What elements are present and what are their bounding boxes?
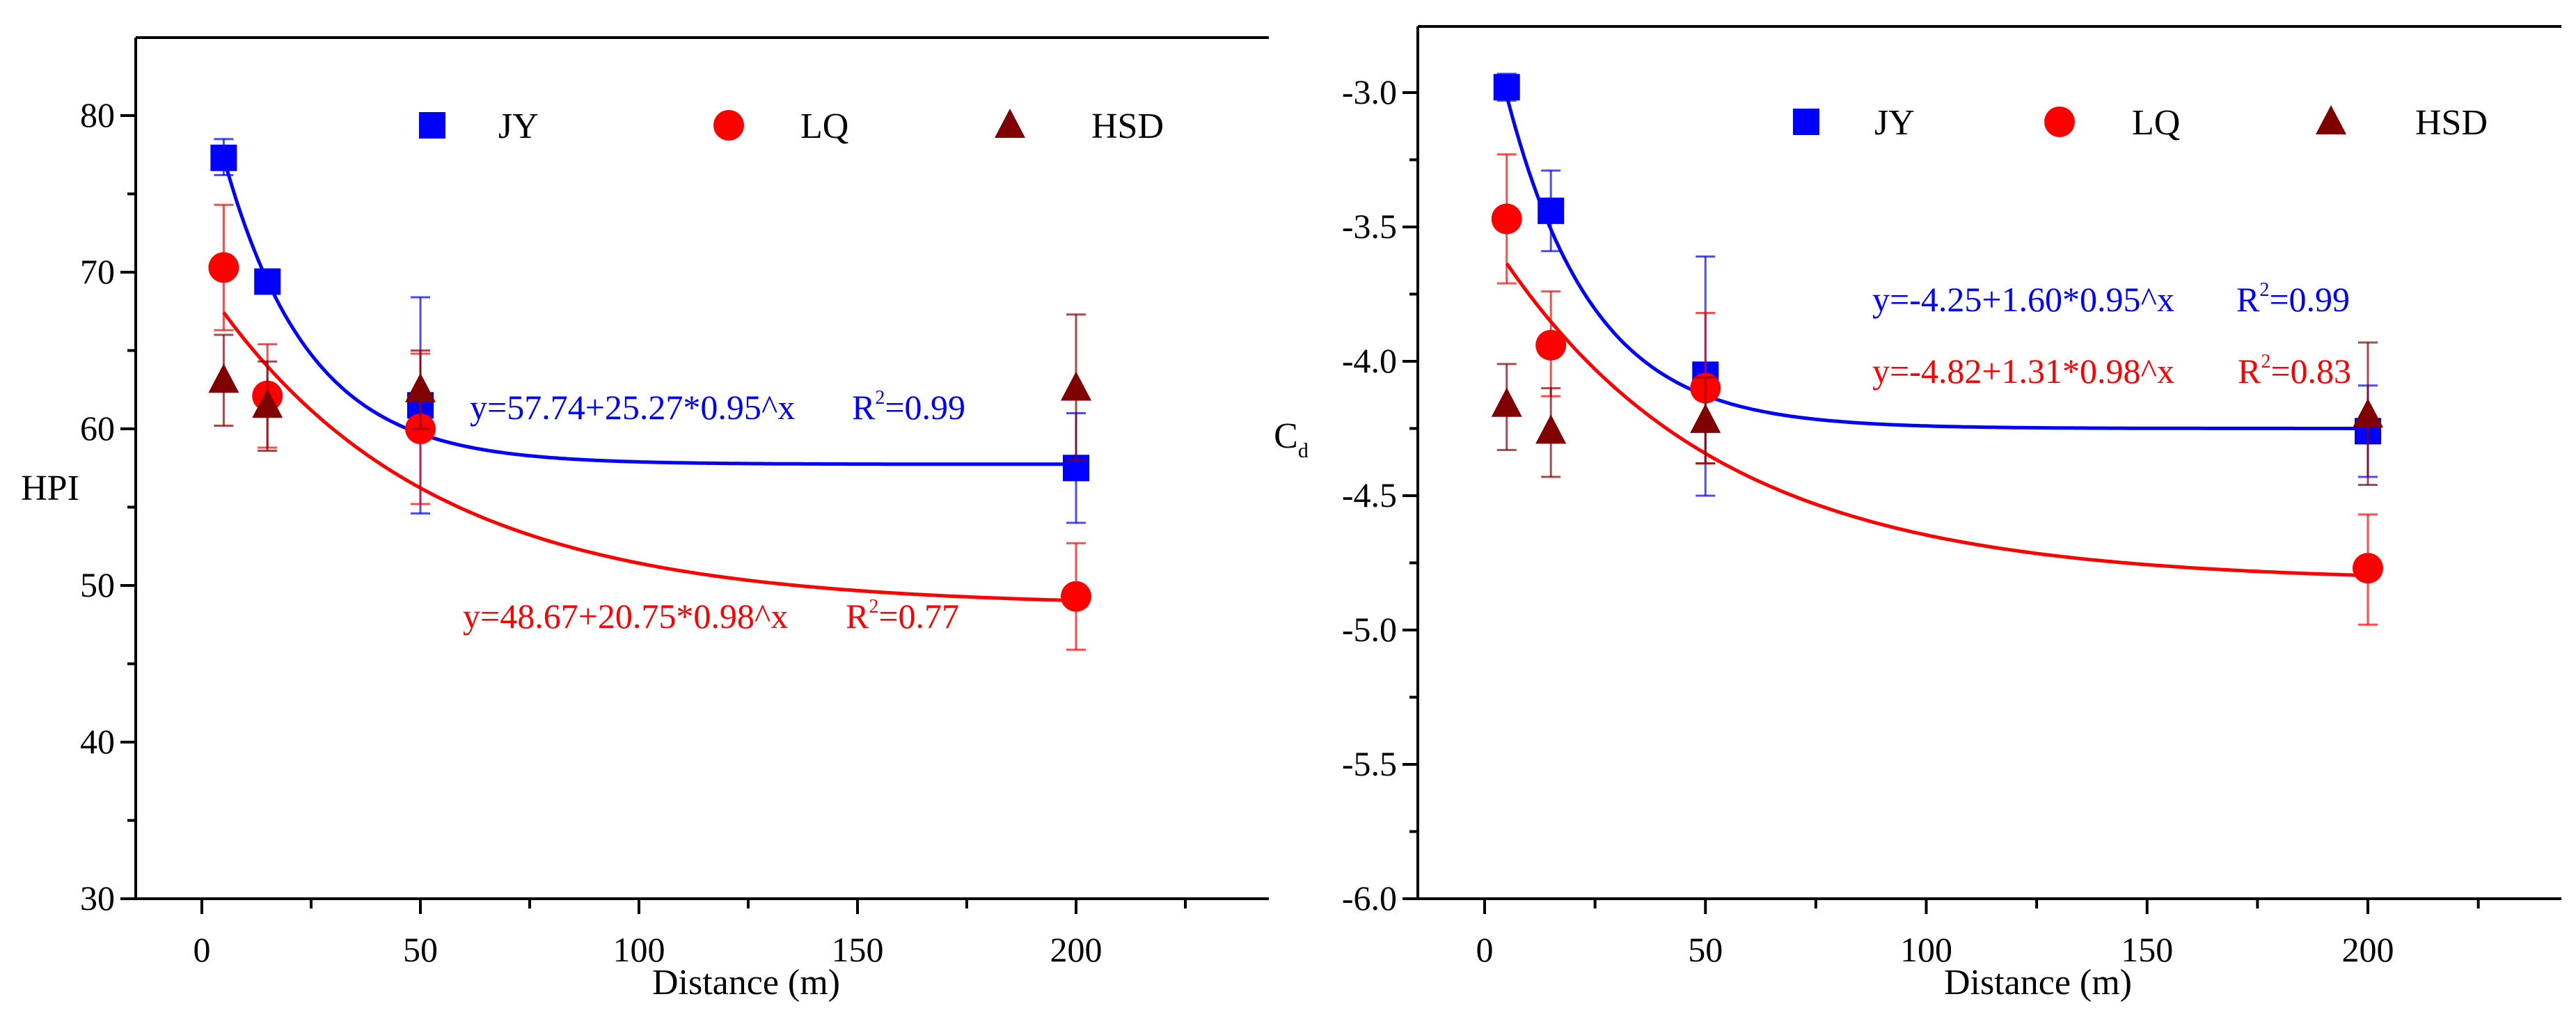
x-tick-label: 200 (1050, 930, 1103, 969)
x-tick-label: 100 (613, 930, 665, 969)
y-tick-label: -5.5 (1342, 744, 1397, 783)
x-tick-label: 150 (2121, 930, 2173, 969)
x-tick-label: 0 (193, 930, 211, 969)
data-point-jy (1538, 197, 1565, 224)
data-point-hsd (405, 372, 436, 402)
r-squared-lq: R2=0.77 (846, 596, 959, 636)
fit-curve-jy (221, 157, 1076, 466)
y-tick-label: -4.5 (1342, 475, 1397, 514)
data-point-lq (2353, 553, 2383, 584)
legend-label: LQ (2132, 103, 2180, 143)
cd-chart-panel: -6.0 -5.5 -5.0 -4.5 -4.0 -3.5 -3.0 0 50 100 150 200… (1274, 25, 2561, 1002)
r-squared-jy: R2=0.99 (2236, 279, 2350, 319)
y-tick-label: 70 (80, 252, 115, 291)
fit-equation-jy: y=57.74+25.27*0.95^x (470, 388, 795, 427)
fit-equation-jy: y=-4.25+1.60*0.95^x (1872, 280, 2174, 319)
r-squared-superscript: 2 (2261, 351, 2270, 372)
y-axis-label: Cd (1274, 416, 1309, 462)
legend-marker-jy (1793, 109, 1819, 135)
y-axis-label-subscript: d (1298, 439, 1309, 462)
data-point-hsd (1535, 414, 1567, 444)
legend-marker-lq (2044, 107, 2075, 137)
x-tick-label: 200 (2342, 930, 2394, 969)
r-squared-superscript: 2 (2259, 279, 2269, 301)
data-point-lq (1491, 203, 1522, 235)
r-squared-value: =0.99 (885, 388, 965, 427)
r-squared-value: =0.77 (878, 597, 959, 636)
y-tick-label: -3.0 (1342, 72, 1397, 111)
r-squared-value: =0.99 (2269, 280, 2350, 319)
data-point-hsd (208, 363, 239, 393)
y-tick-label: 30 (80, 879, 115, 918)
y-tick-label: 50 (80, 565, 115, 604)
x-tick-label: 100 (1900, 930, 1952, 969)
data-point-hsd (252, 388, 283, 418)
hpi-chart-panel: 30 40 50 60 70 80 0 50 100 150 200 Distance (m) HPI J… (21, 36, 1269, 1002)
legend-marker-lq (713, 110, 744, 141)
legend-label: JY (1874, 103, 1915, 143)
data-point-jy (254, 268, 281, 295)
y-tick-label: -5.0 (1342, 610, 1397, 649)
fit-curve-jy (1505, 95, 2368, 430)
legend-label: HSD (2415, 103, 2488, 143)
x-tick-label: 50 (1688, 930, 1723, 969)
legend-label: HSD (1091, 107, 1164, 146)
x-tick-label: 0 (1476, 930, 1494, 969)
legend-item-lq: LQ (713, 107, 848, 146)
fit-equation-lq: y=-4.82+1.31*0.98^x (1872, 352, 2174, 391)
data-point-jy (210, 144, 237, 171)
y-tick-label: -6.0 (1342, 879, 1397, 918)
data-point-lq (1061, 581, 1091, 612)
data-point-lq (208, 252, 239, 283)
r-squared-jy: R2=0.99 (852, 387, 965, 427)
data-point-jy (1493, 74, 1520, 101)
data-point-hsd (1491, 387, 1522, 417)
legend-item-hsd: HSD (2316, 103, 2488, 143)
legend-item-jy: JY (1793, 103, 1915, 143)
x-axis-label: Distance (m) (1944, 963, 2132, 1002)
r-squared-superscript: 2 (875, 387, 885, 409)
r-squared-superscript: 2 (869, 596, 878, 617)
x-tick-label: 150 (832, 930, 884, 969)
x-tick-label: 50 (403, 930, 438, 969)
y-tick-label: -3.5 (1342, 207, 1397, 246)
y-tick-label: 40 (80, 722, 115, 761)
data-point-lq (1535, 329, 1567, 361)
y-tick-label: -4.0 (1342, 341, 1397, 380)
data-point-hsd (2353, 398, 2383, 428)
fit-curve-lq (222, 311, 1077, 603)
legend-marker-hsd (2316, 105, 2346, 134)
x-axis-label: Distance (m) (652, 963, 840, 1002)
legend-item-jy: JY (419, 107, 539, 146)
r-squared-lq: R2=0.83 (2238, 351, 2351, 391)
data-point-hsd (1061, 371, 1091, 401)
legend-label: JY (498, 107, 539, 146)
r-squared-value: =0.83 (2270, 352, 2351, 391)
legend-label: LQ (800, 107, 848, 146)
y-tick-label: 60 (80, 409, 115, 448)
legend-marker-jy (419, 112, 445, 139)
fit-equation-lq: y=48.67+20.75*0.98^x (463, 597, 788, 636)
fit-curve-lq (1505, 262, 2369, 578)
y-axis-label: HPI (21, 469, 79, 508)
legend-marker-hsd (995, 109, 1025, 138)
legend-item-lq: LQ (2044, 103, 2180, 143)
data-point-hsd (1690, 403, 1721, 433)
legend-item-hsd: HSD (995, 107, 1164, 146)
y-tick-label: 80 (80, 95, 115, 134)
